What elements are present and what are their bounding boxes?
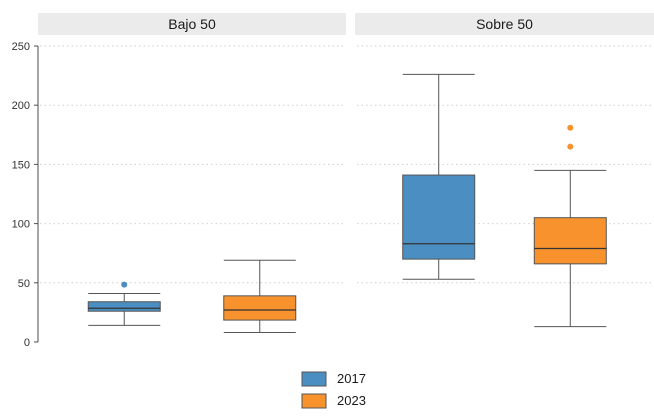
facet-strip — [355, 13, 654, 35]
facet-label: Sobre 50 — [476, 16, 533, 32]
gridlines — [40, 45, 654, 284]
y-tick-label: 100 — [12, 219, 30, 231]
y-axis: 0 50 100 150 200 250 — [12, 41, 39, 349]
outlier-point — [567, 143, 574, 150]
y-tick-label: 50 — [18, 278, 30, 290]
y-tick-label: 200 — [12, 100, 30, 112]
y-tick-label: 250 — [12, 41, 30, 53]
legend-label: 2017 — [337, 371, 366, 386]
y-tick-label: 0 — [24, 337, 30, 349]
box-sobre-50-2023 — [533, 124, 607, 328]
y-tick-label: 150 — [12, 159, 30, 171]
box-bajo-50-2023 — [223, 259, 297, 334]
box-body — [87, 301, 161, 312]
outlier-point — [567, 124, 574, 131]
legend: 2017 2023 — [301, 371, 366, 409]
box-body — [223, 295, 297, 321]
outlier-point — [121, 281, 128, 288]
legend-label: 2023 — [337, 393, 366, 408]
box-body — [533, 217, 607, 265]
box-body — [402, 174, 476, 260]
boxes — [87, 73, 607, 334]
facet-label: Bajo 50 — [168, 16, 216, 32]
legend-key — [301, 371, 327, 387]
legend-key — [301, 393, 327, 409]
box-bajo-50-2017 — [87, 281, 161, 326]
facet-strip — [38, 13, 346, 35]
box-sobre-50-2017 — [402, 73, 476, 280]
facet-strips: Bajo 50 Sobre 50 — [38, 13, 654, 35]
